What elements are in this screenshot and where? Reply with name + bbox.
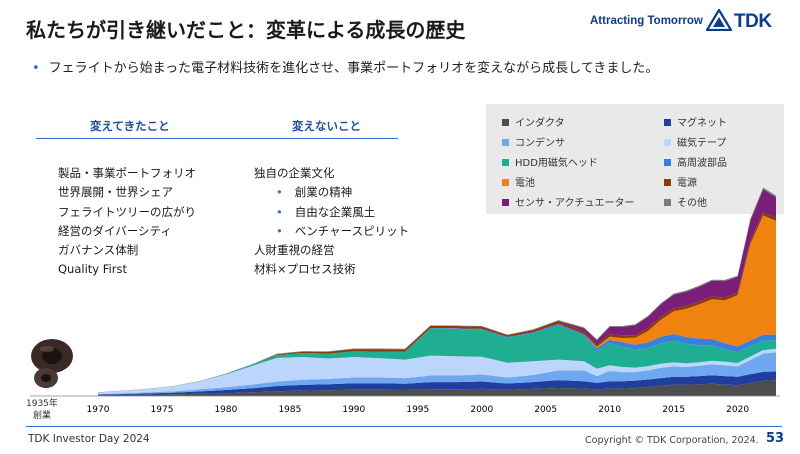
legend-label: 磁気テープ [677,138,727,149]
legend-label: 電源 [677,178,697,189]
legend-swatch [664,139,671,146]
legend-item: 磁気テープ [664,134,726,149]
list-item: 人財重視の経営 [254,243,335,258]
legend-item: 電源 [664,174,697,189]
legend-label: HDD用磁気ヘッド [515,158,598,169]
footer-divider [26,426,782,427]
bullet-dot-icon: • [276,204,283,219]
area-series-4 [98,325,776,393]
heading-divider [36,138,398,139]
legend-item: マグネット [664,114,727,129]
area-series-2 [98,352,776,395]
legend-label: インダクタ [515,118,565,129]
bullet-dot-icon: • [276,185,283,200]
tdk-logo-icon [706,9,732,31]
list-item: 世界展開・世界シェア [58,185,173,200]
unchanged-list: 独自の企業文化 • 創業の精神 • 自由な企業風土 • ベンチャースピリット 人財重視… [254,164,409,280]
page-number: 53 [766,431,785,446]
x-tick-label: 1985 [278,405,301,415]
bullet-dot-icon: • [276,223,283,238]
list-item: 経営のダイバーシティ [58,223,172,238]
list-item: Quality First [58,262,127,277]
legend-item: その他 [664,194,707,209]
list-subitem: • 創業の精神 [254,183,409,202]
area-series-0 [98,380,776,396]
legend-swatch [502,139,509,146]
founding-label: 1935年 創業 [26,398,58,422]
legend-item: HDD用磁気ヘッド [502,154,598,169]
legend-swatch [502,159,509,166]
legend-label: その他 [677,198,707,209]
legend-swatch [502,199,509,206]
legend-swatch [502,119,509,126]
list-item: ガバナンス体制 [58,243,139,258]
legend-swatch [664,159,671,166]
footer-event: TDK Investor Day 2024 [28,433,150,445]
list-item: 独自の企業文化 [254,166,335,180]
area-series-3 [98,348,776,394]
ferrite-core-icon [31,339,73,388]
x-tick-label: 1975 [151,405,174,415]
x-tick-label: 1990 [342,405,365,415]
list-item: 材料×プロセス技術 [254,262,356,277]
lead-bullet: • フェライトから始まった電子材料技術を進化させ、事業ポートフォリオを変えながら成… [32,57,658,76]
legend-swatch [664,199,671,206]
area-series-1 [98,371,776,396]
revenue-area-chart: 1970 1975 1980 1985 1990 1995 2000 2005 2010 2015… [30,187,780,415]
legend-label: 高周波部品 [677,158,727,169]
legend-label: マグネット [677,118,727,129]
brand-slogan: Attracting Tomorrow [590,15,703,27]
footer-copyright: Copyright © TDK Corporation, 2024. [585,435,759,446]
x-tick-label: 2010 [598,405,621,415]
legend-item: 高周波部品 [664,154,727,169]
changed-list: 製品・事業ポートフォリオ 世界展開・世界シェア フェライトツリーの広がり 経営の… [58,164,196,280]
legend-swatch [664,119,671,126]
x-tick-label: 2020 [726,405,749,415]
list-subitem-text: 創業の精神 [294,185,353,200]
list-item: フェライトツリーの広がり [58,204,196,219]
legend-swatch [502,179,509,186]
x-tick-label: 1995 [406,405,429,415]
x-tick-label: 1980 [214,405,237,415]
legend-label: コンデンサ [515,138,565,149]
x-tick-label: 1970 [87,405,110,415]
x-tick-label: 2000 [470,405,493,415]
slide-title: 私たちが引き継いだこと：変革による成長の歴史 [26,18,466,42]
x-tick-label: 2015 [662,405,685,415]
legend-item: センサ・アクチュエーター [502,194,635,209]
list-subitem: • ベンチャースピリット [254,222,409,241]
x-tick-label: 2005 [534,405,557,415]
changed-heading: 変えてきたこと [90,119,170,133]
list-item: 製品・事業ポートフォリオ [58,166,196,180]
unchanged-heading: 変えないこと [292,119,361,133]
legend-label: センサ・アクチュエーター [515,198,635,209]
tdk-logo-text: TDK [734,11,772,32]
lead-text: フェライトから始まった電子材料技術を進化させ、事業ポートフォリオを変えながら成長… [48,61,659,76]
legend-item: コンデンサ [502,134,565,149]
bullet-dot-icon: • [32,61,40,76]
founding-text: 創業 [32,411,51,421]
legend-label: 電池 [515,178,535,189]
list-subitem: • 自由な企業風土 [254,203,409,222]
chart-legend: インダクタ マグネット コンデンサ 磁気テープ HDD用磁気ヘッド 高周波部品 … [486,104,784,214]
list-subitem-text: 自由な企業風土 [294,204,376,219]
legend-item: 電池 [502,174,535,189]
founding-year: 1935年 [26,399,58,409]
legend-swatch [664,179,671,186]
legend-item: インダクタ [502,114,565,129]
chart-areas [98,187,776,396]
x-axis-ticks: 1970 1975 1980 1985 1990 1995 2000 2005 2010 2015… [87,405,750,415]
list-subitem-text: ベンチャースピリット [294,223,410,238]
